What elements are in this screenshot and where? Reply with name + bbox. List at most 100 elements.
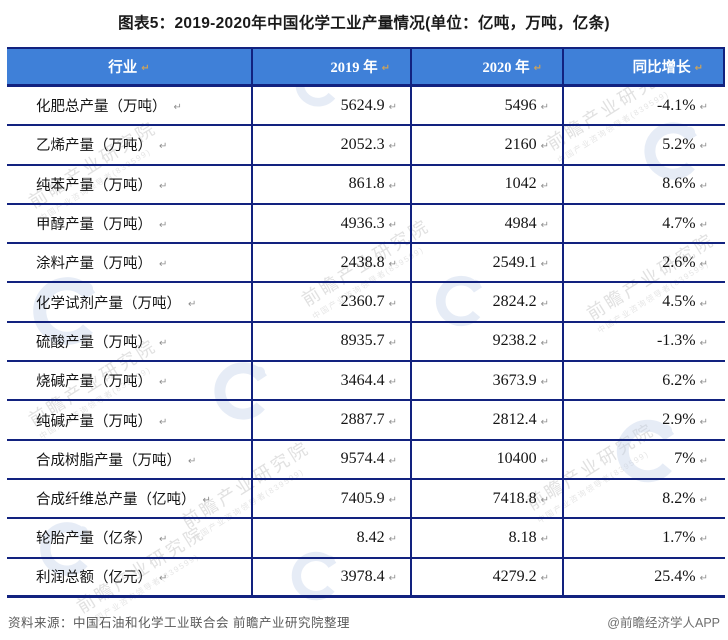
yoy-cell: 7% ↵ (564, 441, 725, 480)
header-yoy: 同比增长 ↵ (564, 47, 725, 87)
return-mark: ↵ (388, 573, 397, 585)
return-mark: ↵ (388, 180, 397, 192)
return-mark: ↵ (540, 377, 549, 389)
return-mark: ↵ (388, 220, 397, 232)
return-mark: ↵ (699, 102, 708, 114)
return-mark: ↵ (188, 298, 197, 310)
return-mark: ↵ (540, 416, 549, 428)
yoy-cell: 4.7% ↵ (564, 205, 725, 245)
industry-cell: 合成树脂产量（万吨） ↵ (7, 440, 253, 480)
yoy-cell: 6.2% ↵ (564, 362, 725, 402)
yoy-cell: -4.1% ↵ (564, 87, 725, 127)
value-2020-cell: 2824.2 ↵ (412, 283, 564, 323)
industry-cell: 化学试剂产量（万吨） ↵ (7, 283, 253, 323)
yoy-cell: 4.5% ↵ (564, 283, 725, 323)
return-mark: ↵ (388, 416, 397, 428)
return-mark: ↵ (540, 534, 549, 546)
return-mark: ↵ (699, 220, 708, 232)
return-mark: ↵ (141, 63, 150, 74)
return-mark: ↵ (699, 259, 708, 271)
value-2019-cell: 3464.4 ↵ (253, 362, 412, 402)
credit-note: @前瞻经济学人APP (607, 616, 720, 630)
return-mark: ↵ (388, 141, 397, 153)
industry-cell: 纯苯产量（万吨） ↵ (7, 165, 253, 205)
return-mark: ↵ (388, 455, 397, 467)
return-mark: ↵ (694, 63, 703, 74)
return-mark: ↵ (388, 534, 397, 546)
return-mark: ↵ (159, 180, 168, 192)
return-mark: ↵ (699, 416, 708, 428)
return-mark: ↵ (173, 102, 182, 114)
header-2020: 2020 年 ↵ (412, 47, 564, 87)
return-mark: ↵ (699, 337, 708, 349)
yoy-cell: -1.3% ↵ (564, 323, 725, 363)
return-mark: ↵ (388, 495, 397, 507)
return-mark: ↵ (699, 455, 708, 467)
value-2020-cell: 10400 ↵ (412, 440, 564, 480)
value-2019-cell: 4936.3 ↵ (253, 204, 412, 245)
return-mark: ↵ (533, 63, 542, 74)
return-mark: ↵ (388, 377, 397, 389)
value-2020-cell: 4984 ↵ (412, 204, 564, 245)
value-2019-cell: 5624.9 ↵ (253, 87, 412, 127)
return-mark: ↵ (699, 298, 708, 310)
return-mark: ↵ (159, 220, 168, 232)
return-mark: ↵ (699, 180, 708, 192)
return-mark: ↵ (188, 455, 197, 467)
value-2019-cell: 861.8 ↵ (253, 165, 412, 205)
value-2020-cell: 4279.2 ↵ (412, 558, 564, 598)
value-2020-cell: 3673.9 ↵ (412, 362, 564, 402)
value-2019-cell: 7405.9 ↵ (253, 479, 412, 520)
return-mark: ↵ (540, 102, 549, 114)
value-2020-cell: 8.18 ↵ (412, 519, 564, 559)
value-2019-cell: 9574.4 ↵ (253, 440, 412, 480)
value-2019-cell: 2052.3 ↵ (253, 126, 412, 166)
return-mark: ↵ (159, 337, 168, 349)
industry-cell: 化肥总产量（万吨） ↵ (7, 87, 253, 127)
value-2020-cell: 2812.4 ↵ (412, 401, 564, 441)
industry-cell: 纯碱产量（万吨） ↵ (7, 401, 253, 441)
return-mark: ↵ (540, 573, 549, 585)
yoy-cell: 2.6% ↵ (564, 244, 725, 284)
value-2020-cell: 1042 ↵ (412, 165, 564, 205)
return-mark: ↵ (699, 377, 708, 389)
page-footer: 资料来源：中国石油和化学工业联合会 前瞻产业研究院整理 @前瞻经济学人APP (8, 612, 720, 631)
return-mark: ↵ (388, 102, 397, 114)
value-2019-cell: 3978.4 ↵ (253, 558, 412, 598)
value-2019-cell: 2887.7 ↵ (253, 401, 412, 441)
return-mark: ↵ (699, 495, 708, 507)
value-2019-cell: 2360.7 ↵ (253, 283, 412, 323)
value-2020-cell: 9238.2 ↵ (412, 322, 564, 363)
return-mark: ↵ (699, 534, 708, 546)
industry-cell: 硫酸产量（万吨） ↵ (7, 322, 253, 363)
industry-cell: 涂料产量（万吨） ↵ (7, 244, 253, 284)
yoy-cell: 2.9% ↵ (564, 401, 725, 441)
return-mark: ↵ (699, 573, 708, 585)
yoy-cell: 25.4% ↵ (564, 559, 725, 598)
production-table: 行业 ↵ 2019 年 ↵ 2020 年 ↵ 同比增长 ↵ 化肥总产量（万吨） ↵ 562… (7, 47, 725, 598)
industry-cell: 烧碱产量（万吨） ↵ (7, 362, 253, 402)
yoy-cell: 5.2% ↵ (564, 126, 725, 166)
value-2020-cell: 2160 ↵ (412, 126, 564, 166)
return-mark: ↵ (388, 259, 397, 271)
return-mark: ↵ (159, 416, 168, 428)
industry-cell: 乙烯产量（万吨） ↵ (7, 126, 253, 166)
return-mark: ↵ (540, 141, 549, 153)
return-mark: ↵ (699, 141, 708, 153)
return-mark: ↵ (540, 298, 549, 310)
industry-cell: 甲醇产量（万吨） ↵ (7, 204, 253, 245)
return-mark: ↵ (202, 495, 211, 507)
industry-cell: 利润总额（亿元） ↵ (7, 558, 253, 598)
return-mark: ↵ (159, 141, 168, 153)
return-mark: ↵ (388, 337, 397, 349)
value-2020-cell: 7418.8 ↵ (412, 479, 564, 520)
return-mark: ↵ (388, 298, 397, 310)
return-mark: ↵ (159, 573, 168, 585)
return-mark: ↵ (159, 377, 168, 389)
yoy-cell: 8.6% ↵ (564, 166, 725, 205)
value-2020-cell: 5496 ↵ (412, 87, 564, 127)
return-mark: ↵ (159, 534, 168, 546)
header-industry: 行业 ↵ (7, 47, 253, 87)
industry-cell: 合成纤维总产量（亿吨） ↵ (7, 479, 253, 520)
